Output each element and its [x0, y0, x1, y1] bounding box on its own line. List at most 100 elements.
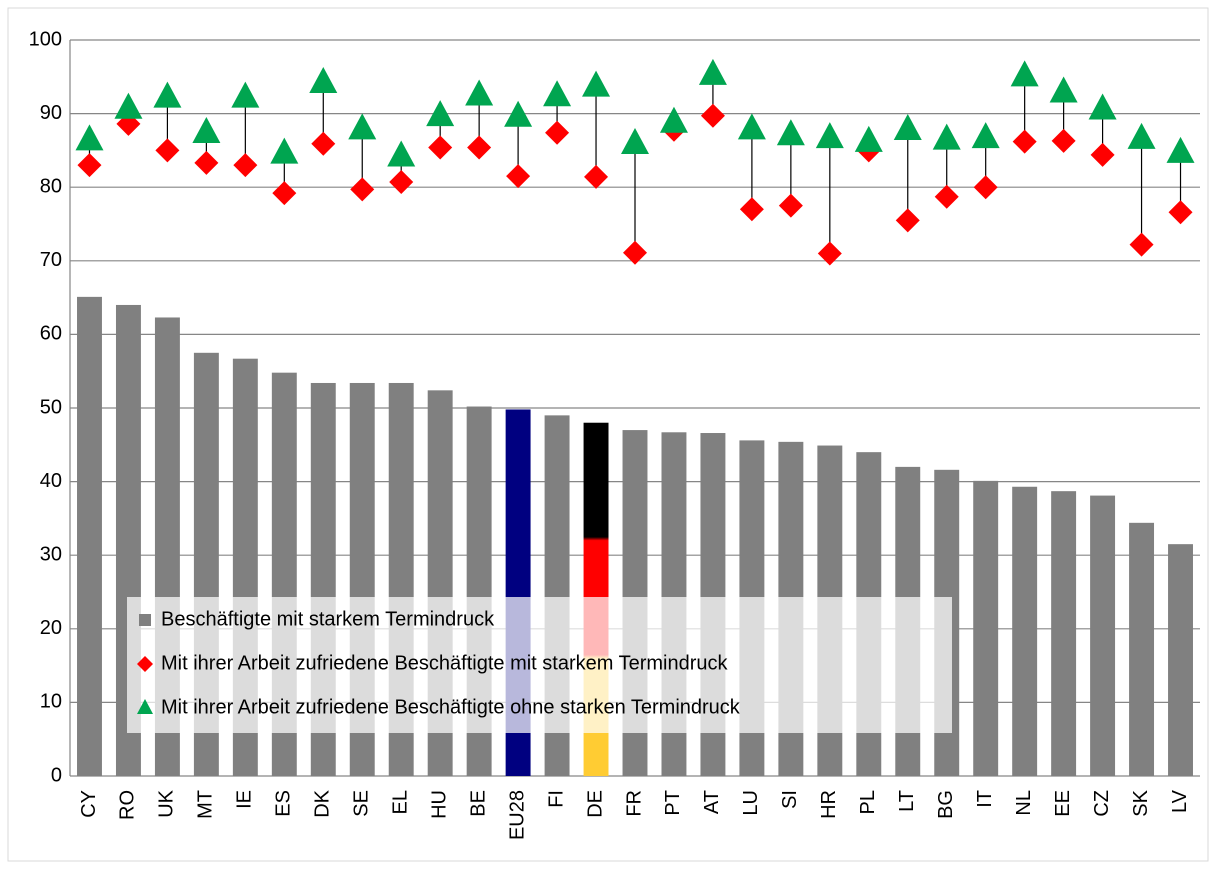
diamond-marker: [545, 120, 570, 145]
triangle-marker: [153, 81, 182, 108]
x-tick-label: SK: [1130, 789, 1152, 816]
diamond-marker: [934, 184, 959, 209]
x-tick-label: CY: [78, 790, 100, 818]
y-tick-label: 50: [40, 396, 62, 418]
x-tick-label: UK: [156, 789, 178, 817]
triangle-marker: [776, 119, 805, 146]
triangle-marker: [1088, 93, 1117, 120]
x-tick-label: IT: [974, 790, 996, 808]
x-tick-label: SE: [351, 790, 373, 817]
triangle-marker: [426, 100, 455, 127]
x-tick-label: EU28: [506, 790, 528, 840]
y-tick-label: 0: [51, 764, 62, 786]
diamond-marker: [739, 197, 764, 222]
bar: [1051, 491, 1077, 776]
x-tick-label: IE: [234, 790, 256, 809]
x-tick-label: AT: [701, 790, 723, 814]
x-tick-label: NL: [1013, 790, 1035, 816]
legend-swatch: [137, 656, 153, 672]
triangle-marker: [309, 66, 338, 93]
triangle-marker: [192, 117, 221, 143]
diamond-marker: [973, 175, 998, 200]
triangle-marker: [621, 128, 649, 155]
y-tick-label: 10: [40, 691, 62, 713]
y-tick-label: 40: [40, 470, 62, 492]
x-tick-label: BG: [935, 790, 957, 819]
diamond-marker: [389, 170, 414, 195]
x-tick-label: LT: [896, 790, 918, 812]
triangle-marker: [231, 81, 260, 108]
chart-frame: [7, 7, 1209, 862]
triangle-marker: [1010, 60, 1039, 87]
y-tick-label: 70: [40, 249, 62, 271]
diamond-marker: [895, 208, 920, 233]
y-tick-label: 30: [40, 543, 62, 565]
x-tick-label: PT: [662, 790, 684, 816]
x-tick-label: FI: [545, 790, 567, 808]
triangle-marker: [971, 122, 1000, 149]
triangle-marker: [465, 79, 494, 106]
legend-label: Beschäftigte mit starkem Termindruck: [161, 608, 495, 630]
legend-label: Mit ihrer Arbeit zufriedene Beschäftigte…: [161, 696, 741, 718]
triangle-marker: [114, 92, 143, 119]
diamond-marker: [584, 164, 609, 189]
legend-swatch: [139, 614, 151, 626]
y-tick-label: 100: [29, 28, 62, 50]
diamond-marker: [1168, 200, 1193, 225]
x-tick-label: EE: [1052, 790, 1074, 817]
triangle-marker: [932, 123, 961, 150]
triangle-marker: [504, 100, 533, 127]
diamond-marker: [428, 135, 453, 160]
triangle-marker: [270, 137, 299, 164]
diamond-marker: [1012, 129, 1037, 154]
bar: [1168, 544, 1193, 776]
diamond-marker: [77, 153, 102, 178]
triangle-marker: [815, 122, 844, 149]
legend-swatch: [137, 699, 153, 714]
bar: [1090, 495, 1116, 776]
x-tick-label: LV: [1169, 789, 1191, 813]
triangle-marker: [893, 114, 922, 141]
diamond-marker: [778, 193, 803, 218]
bar: [1012, 486, 1038, 776]
diamond-marker: [1051, 128, 1076, 153]
x-tick-label: HU: [428, 790, 450, 819]
legend-label: Mit ihrer Arbeit zufriedene Beschäftigte…: [161, 652, 729, 674]
diamond-marker: [506, 164, 531, 189]
legend-box: [127, 597, 952, 733]
triangle-marker: [698, 58, 727, 85]
triangle-marker: [854, 125, 883, 152]
x-tick-label: PL: [857, 790, 879, 814]
x-tick-label: SI: [779, 790, 801, 809]
x-tick-label: MT: [195, 790, 217, 819]
triangle-marker: [1127, 122, 1156, 149]
diamond-marker: [700, 103, 725, 128]
diamond-marker: [817, 241, 842, 266]
triangle-marker: [737, 113, 766, 140]
x-tick-label: RO: [117, 790, 139, 820]
triangle-marker: [543, 80, 572, 107]
y-tick-label: 90: [40, 102, 62, 124]
triangle-marker: [387, 140, 416, 167]
triangle-marker: [582, 70, 611, 97]
diamond-marker: [1090, 142, 1115, 167]
bar: [973, 480, 999, 776]
triangle-marker: [659, 106, 688, 133]
bar: [77, 296, 102, 776]
x-tick-label: BE: [467, 790, 489, 817]
diamond-marker: [623, 240, 647, 265]
diamond-marker: [350, 177, 375, 202]
diamond-marker: [233, 153, 258, 178]
diamond-marker: [194, 150, 219, 175]
x-tick-label: ES: [273, 790, 295, 817]
y-tick-label: 20: [40, 617, 62, 639]
triangle-marker: [348, 113, 377, 140]
x-tick-label: DK: [312, 789, 334, 817]
diamond-marker: [1129, 232, 1154, 257]
diamond-marker: [311, 131, 336, 156]
x-tick-label: FR: [623, 790, 645, 817]
triangle-marker: [75, 124, 104, 151]
diamond-marker: [272, 181, 297, 206]
